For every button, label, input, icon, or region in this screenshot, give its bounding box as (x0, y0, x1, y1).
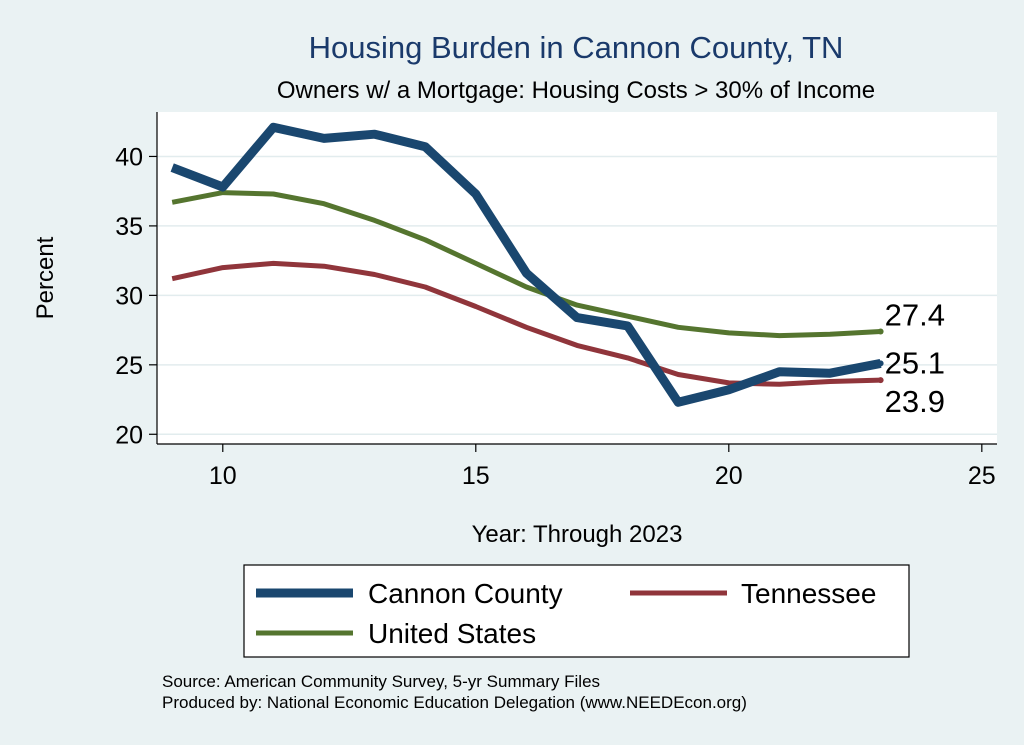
producer-note: Produced by: National Economic Education… (162, 693, 747, 712)
end-label-tennessee: 23.9 (885, 384, 945, 419)
x-tick-label: 10 (209, 462, 237, 490)
y-tick-label: 30 (115, 282, 143, 310)
series-line-united-states (171, 190, 881, 339)
axes (156, 112, 997, 445)
x-axis-label: Year: Through 2023 (472, 521, 683, 548)
y-tick-label: 40 (115, 143, 143, 171)
legend-box (243, 564, 910, 658)
source-note: Source: American Community Survey, 5-yr … (162, 672, 600, 691)
chart-subtitle: Owners w/ a Mortgage: Housing Costs > 30… (277, 77, 875, 104)
plot-area (157, 112, 997, 444)
series-line-tennessee (171, 260, 881, 387)
y-ticks: 20 25 30 35 40 (115, 143, 157, 449)
chart-title: Housing Burden in Cannon County, TN (309, 30, 844, 65)
y-tick-label: 35 (115, 213, 143, 241)
y-tick-label: 20 (115, 421, 143, 449)
legend-label-us: United States (368, 618, 536, 649)
x-tick-label: 15 (462, 462, 490, 490)
legend-label-cannon: Cannon County (368, 578, 563, 609)
y-axis-label: Percent (32, 236, 59, 319)
x-tick-label: 20 (715, 462, 743, 490)
legend-label-tennessee: Tennessee (741, 578, 876, 609)
end-point-tennessee (877, 377, 884, 384)
x-tick-label: 25 (968, 462, 996, 490)
end-point-cannon-county (877, 360, 884, 367)
end-labels: 27.4 23.9 25.1 (877, 297, 945, 419)
y-tick-label: 25 (115, 352, 143, 380)
x-ticks: 10 15 20 25 (209, 444, 996, 490)
series-lines (170, 122, 882, 407)
series-line-cannon-county (170, 122, 882, 407)
legend: Cannon County Tennessee United States (243, 564, 910, 658)
end-label-cannon-county: 25.1 (885, 345, 945, 380)
end-label-united-states: 27.4 (885, 297, 945, 332)
end-point-united-states (877, 328, 884, 335)
